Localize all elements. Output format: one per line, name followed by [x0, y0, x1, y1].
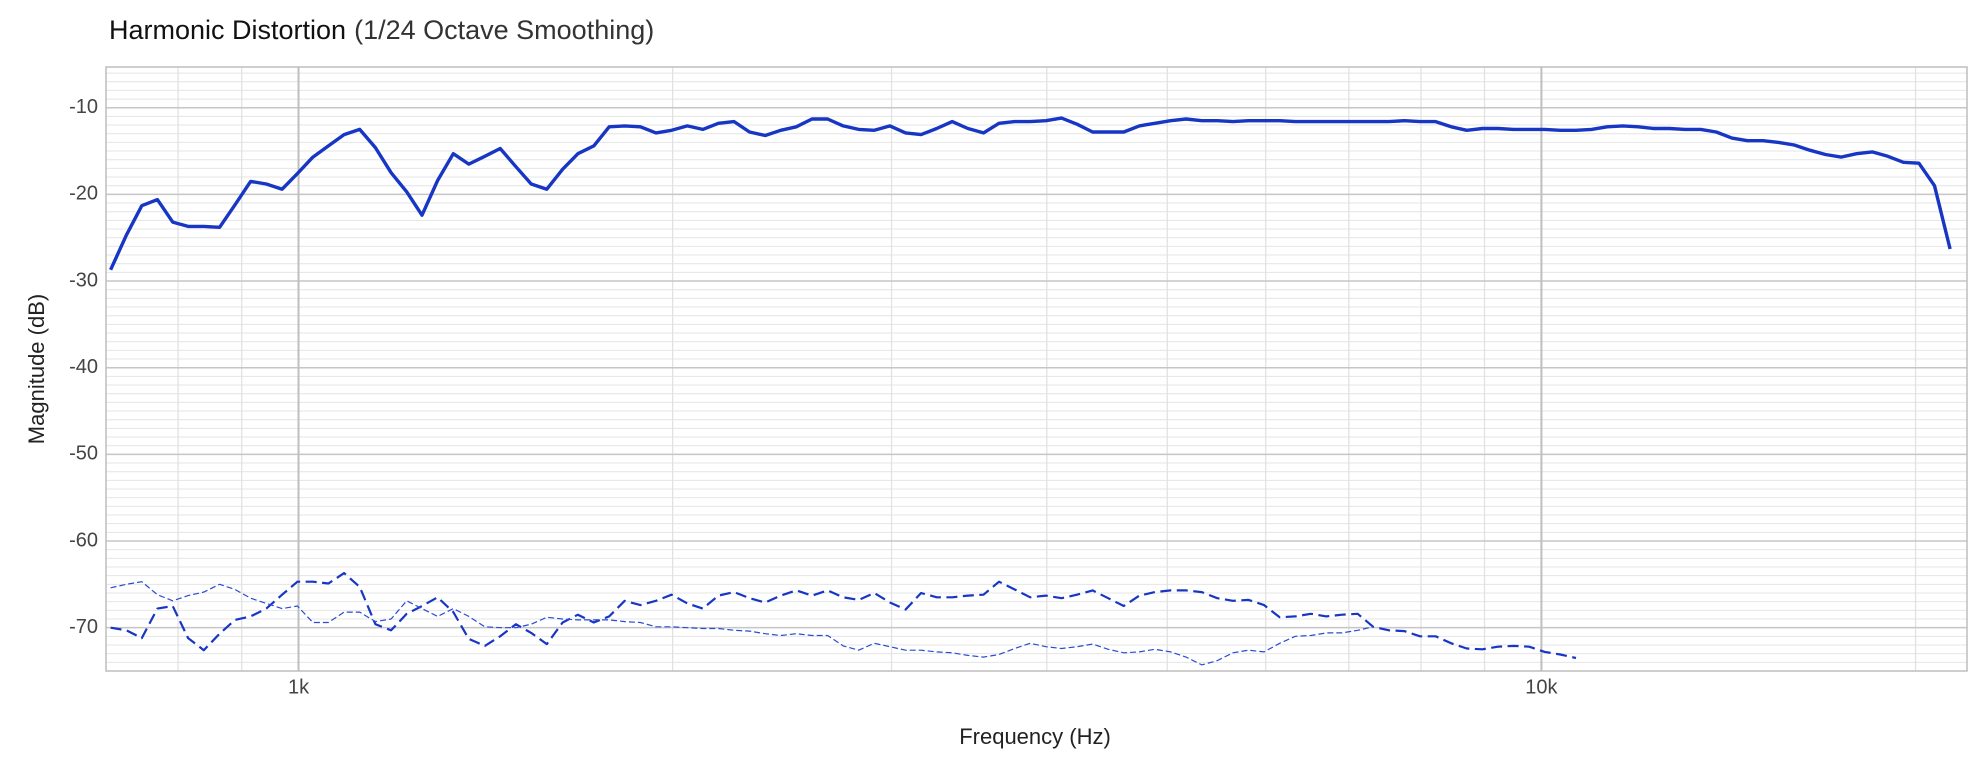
series-line [110, 572, 1577, 660]
y-axis-label: Magnitude (dB) [24, 294, 49, 444]
plot-frame [105, 66, 1968, 672]
y-tick-label: -50 [69, 443, 98, 465]
x-axis-label: Frequency (Hz) [959, 724, 1111, 749]
y-tick-label: -30 [69, 269, 98, 291]
y-tick-label: -20 [69, 183, 98, 205]
title-sub: (1/24 Octave Smoothing) [354, 15, 654, 45]
plot-lines [109, 116, 1952, 666]
tick-labels: -10 -20 -30 -40 -50 -60 -70 1k 10k [69, 96, 1558, 698]
x-tick-label: 10k [1525, 676, 1558, 698]
y-tick-label: -70 [69, 616, 98, 638]
y-tick-label: -40 [69, 356, 98, 378]
grid [106, 67, 1967, 672]
chart-title: Harmonic Distortion (1/24 Octave Smoothin… [109, 15, 654, 45]
series-line [109, 116, 1952, 271]
title-main: Harmonic Distortion [109, 15, 346, 45]
y-tick-label: -60 [69, 529, 98, 551]
y-tick-label: -10 [69, 96, 98, 118]
x-tick-label: 1k [288, 676, 310, 698]
series-line [110, 581, 1374, 666]
